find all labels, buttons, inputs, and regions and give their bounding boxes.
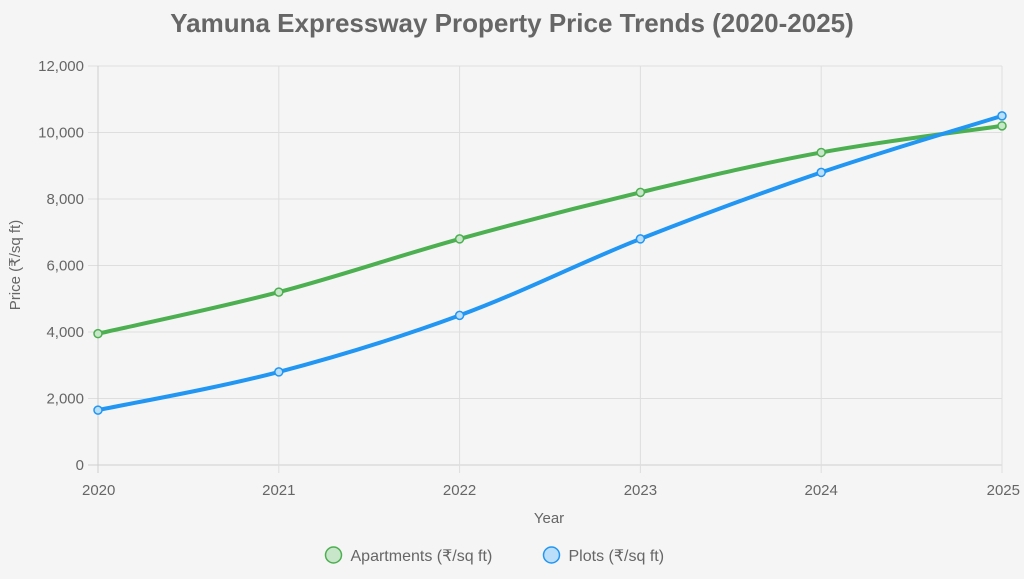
data-point[interactable] bbox=[454, 310, 465, 321]
chart-title: Yamuna Expressway Property Price Trends … bbox=[170, 8, 854, 38]
axes: 0 2,000 4,000 6,000 8,000 10,000 12,000 2020 202… bbox=[38, 58, 1020, 499]
data-point[interactable] bbox=[93, 405, 103, 415]
legend-item[interactable]: Apartments (₹/sq ft) bbox=[324, 546, 493, 565]
data-point[interactable] bbox=[93, 328, 103, 339]
x-tick-label: 2022 bbox=[443, 482, 476, 499]
x-tick-label: 2020 bbox=[82, 482, 115, 499]
y-axis-title: Price (₹/sq ft) bbox=[7, 220, 24, 310]
legend-label: Plots (₹/sq ft) bbox=[569, 548, 665, 565]
y-tick-label: 10,000 bbox=[38, 125, 84, 142]
data-point[interactable] bbox=[997, 111, 1007, 121]
data-point[interactable] bbox=[274, 287, 284, 297]
series-line bbox=[96, 113, 1004, 413]
y-tick-label: 0 bbox=[76, 457, 84, 474]
data-point[interactable] bbox=[816, 147, 826, 158]
data-point[interactable] bbox=[997, 121, 1007, 131]
legend-item[interactable]: Plots (₹/sq ft) bbox=[542, 546, 665, 565]
x-tick-label: 2025 bbox=[987, 482, 1020, 499]
data-point[interactable] bbox=[816, 167, 826, 178]
data-point[interactable] bbox=[274, 367, 284, 377]
y-tick-label: 6,000 bbox=[46, 258, 84, 275]
data-point[interactable] bbox=[635, 234, 646, 244]
series-0 bbox=[93, 121, 1007, 339]
grid bbox=[88, 65, 1003, 473]
series bbox=[93, 111, 1007, 415]
series-line bbox=[96, 123, 1004, 336]
x-tick-label: 2023 bbox=[624, 482, 657, 499]
legend[interactable]: Apartments (₹/sq ft) Plots (₹/sq ft) bbox=[324, 546, 665, 565]
legend-marker bbox=[542, 546, 561, 564]
y-tick-label: 4,000 bbox=[46, 324, 84, 341]
y-tick-label: 12,000 bbox=[38, 58, 84, 75]
x-axis-title: Year bbox=[534, 510, 564, 527]
legend-label: Apartments (₹/sq ft) bbox=[351, 548, 493, 565]
data-point[interactable] bbox=[635, 187, 646, 198]
y-tick-label: 8,000 bbox=[46, 191, 84, 208]
series-1 bbox=[93, 111, 1007, 415]
x-tick-label: 2024 bbox=[805, 482, 838, 499]
legend-marker bbox=[324, 546, 343, 564]
y-tick-label: 2,000 bbox=[46, 391, 84, 408]
x-tick-label: 2021 bbox=[262, 482, 295, 499]
data-point[interactable] bbox=[454, 234, 465, 244]
